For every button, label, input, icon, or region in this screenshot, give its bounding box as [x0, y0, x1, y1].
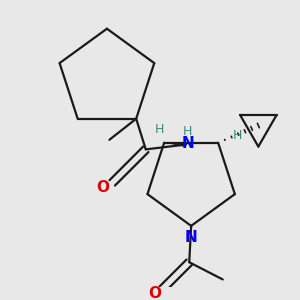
Text: O: O — [148, 286, 161, 300]
Text: N: N — [185, 230, 197, 245]
Text: H: H — [155, 123, 164, 136]
Polygon shape — [164, 142, 186, 147]
Text: N: N — [182, 136, 194, 151]
Text: O: O — [96, 180, 109, 195]
Text: H: H — [183, 125, 193, 138]
Text: H: H — [232, 129, 242, 142]
